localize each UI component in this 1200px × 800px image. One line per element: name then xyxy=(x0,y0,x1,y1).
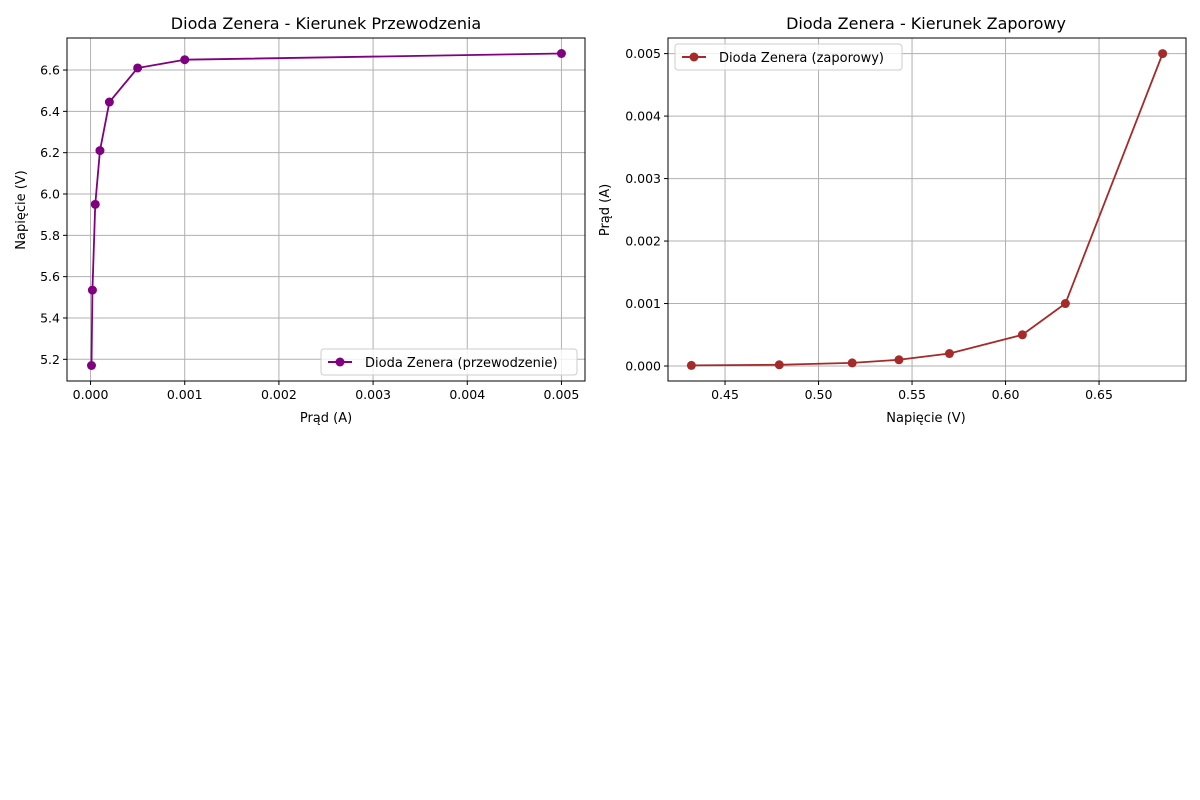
y-tick-label: 6.4 xyxy=(40,104,60,119)
chart-forward: Dioda Zenera - Kierunek Przewodzenia Prą… xyxy=(14,14,586,426)
x-tick-label: 0.000 xyxy=(73,387,109,402)
x-tick-label: 0.001 xyxy=(167,387,203,402)
chart-title: Dioda Zenera - Kierunek Zaporowy xyxy=(786,14,1066,33)
y-tick-label: 5.6 xyxy=(40,269,60,284)
data-point xyxy=(1158,49,1168,59)
x-tick-label: 0.50 xyxy=(805,387,833,402)
y-tick-label: 5.4 xyxy=(40,310,60,325)
data-point xyxy=(847,358,857,368)
legend-entry-label: Dioda Zenera (przewodzenie) xyxy=(365,356,558,371)
y-tick-label: 6.0 xyxy=(40,187,60,202)
data-point xyxy=(87,285,97,295)
series-line xyxy=(691,53,1164,367)
x-tick-label: 0.002 xyxy=(261,387,297,402)
y-tick-label: 5.8 xyxy=(40,228,60,243)
plot-frame xyxy=(66,37,586,382)
x-tick-label: 0.003 xyxy=(355,387,391,402)
x-tick-label: 0.65 xyxy=(1085,387,1113,402)
y-tick-label: 0.002 xyxy=(625,234,661,249)
y-tick-label: 5.2 xyxy=(40,352,60,367)
y-tick-label: 0.005 xyxy=(625,46,661,61)
data-point xyxy=(104,97,114,107)
y-tick-label: 0.004 xyxy=(625,109,661,124)
legend: Dioda Zenera (zaporowy) xyxy=(674,43,903,71)
data-point xyxy=(133,63,143,73)
legend-marker xyxy=(335,357,345,367)
chart-reverse: Dioda Zenera - Kierunek Zaporowy Napięci… xyxy=(598,14,1187,426)
data-point xyxy=(774,360,784,370)
y-tick-label: 6.2 xyxy=(40,145,60,160)
data-point xyxy=(1060,299,1070,309)
x-tick-label: 0.60 xyxy=(992,387,1020,402)
y-tick-label: 6.6 xyxy=(40,63,60,78)
legend: Dioda Zenera (przewodzenie) xyxy=(320,348,578,376)
y-tick-label: 0.000 xyxy=(625,359,661,374)
x-tick-label: 0.45 xyxy=(711,387,739,402)
y-axis-label: Napięcie (V) xyxy=(14,170,29,249)
data-point xyxy=(1017,330,1027,340)
series-line xyxy=(90,52,562,366)
data-point xyxy=(90,199,100,209)
data-point xyxy=(686,360,696,370)
x-axis-label: Prąd (A) xyxy=(300,411,352,426)
data-point xyxy=(86,361,96,371)
data-point xyxy=(95,146,105,156)
data-point xyxy=(894,355,904,365)
x-tick-label: 0.004 xyxy=(449,387,485,402)
legend-entry-label: Dioda Zenera (zaporowy) xyxy=(719,51,884,66)
y-tick-label: 0.001 xyxy=(625,296,661,311)
legend-box xyxy=(674,43,903,71)
data-point xyxy=(944,349,954,359)
x-tick-label: 0.005 xyxy=(544,387,580,402)
chart-title: Dioda Zenera - Kierunek Przewodzenia xyxy=(171,14,481,33)
x-axis-label: Napięcie (V) xyxy=(886,411,965,426)
x-tick-label: 0.55 xyxy=(898,387,926,402)
data-point xyxy=(180,55,190,65)
legend-marker xyxy=(689,52,699,62)
legend-box xyxy=(320,348,578,376)
data-point xyxy=(556,48,566,58)
plot-frame xyxy=(667,37,1187,382)
y-tick-label: 0.003 xyxy=(625,171,661,186)
y-axis-label: Prąd (A) xyxy=(598,184,613,236)
